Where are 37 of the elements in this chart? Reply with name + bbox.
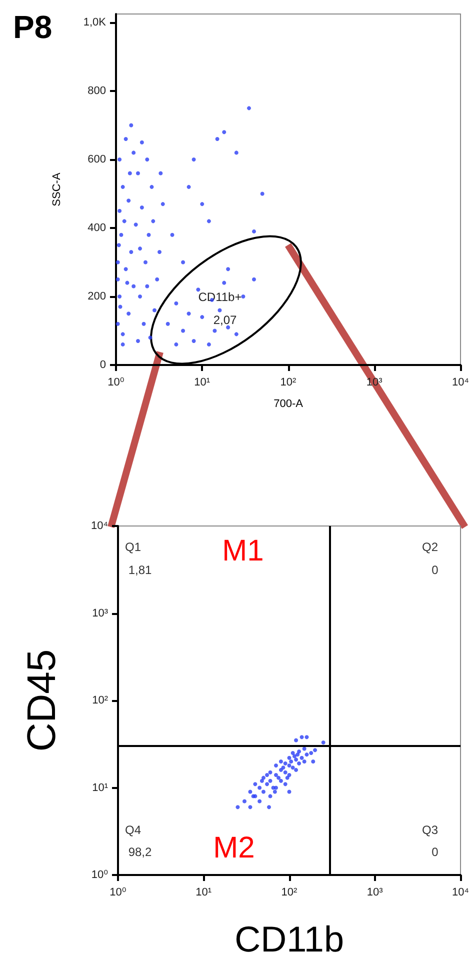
annotation: Q3 [422, 823, 438, 837]
y-tick-label: 10³ [92, 607, 108, 620]
y-tick-label: 600 [88, 154, 106, 166]
y-tick-label: 10² [92, 694, 108, 706]
annotation: 2,07 [213, 313, 237, 327]
x-axis-title: 700-A [274, 398, 304, 410]
x-axis-title: CD11b [234, 918, 344, 960]
y-axis-title: CD45 [20, 649, 64, 752]
y-axis-title: SSC-A [51, 172, 63, 206]
y-tick-label: 400 [88, 222, 106, 234]
annotation: Q2 [422, 540, 438, 554]
y-tick-label: 10⁰ [91, 869, 109, 881]
annotation: 1,81 [128, 563, 152, 577]
annotation: 98,2 [128, 845, 152, 859]
x-tick-label: 10¹ [196, 886, 212, 898]
x-tick-label: 10⁴ [452, 886, 470, 898]
annotation: 0 [432, 563, 439, 577]
x-tick-label: 10² [280, 376, 297, 388]
x-tick-label: 10⁰ [110, 886, 127, 898]
annotation: Q4 [124, 823, 142, 837]
y-tick-label: 1,0K [83, 16, 107, 29]
annotation: Q1 [124, 540, 142, 554]
x-tick-label: 10² [281, 886, 298, 898]
annotation: M1 [222, 534, 264, 568]
chart-title: P8 [13, 9, 52, 45]
x-tick-label: 10³ [366, 886, 384, 898]
y-tick-label: 800 [88, 85, 106, 98]
annotation: CD11b+ [198, 290, 242, 304]
y-tick-label: 0 [100, 359, 106, 371]
annotation: M2 [213, 832, 255, 864]
x-tick-label: 10¹ [194, 376, 210, 388]
x-tick-label: 10⁰ [108, 376, 125, 388]
y-tick-label: 10¹ [92, 782, 108, 794]
x-tick-label: 10⁴ [452, 376, 470, 388]
y-tick-label: 10⁴ [91, 520, 108, 532]
annotation: 0 [432, 845, 439, 859]
y-tick-label: 200 [88, 290, 106, 303]
